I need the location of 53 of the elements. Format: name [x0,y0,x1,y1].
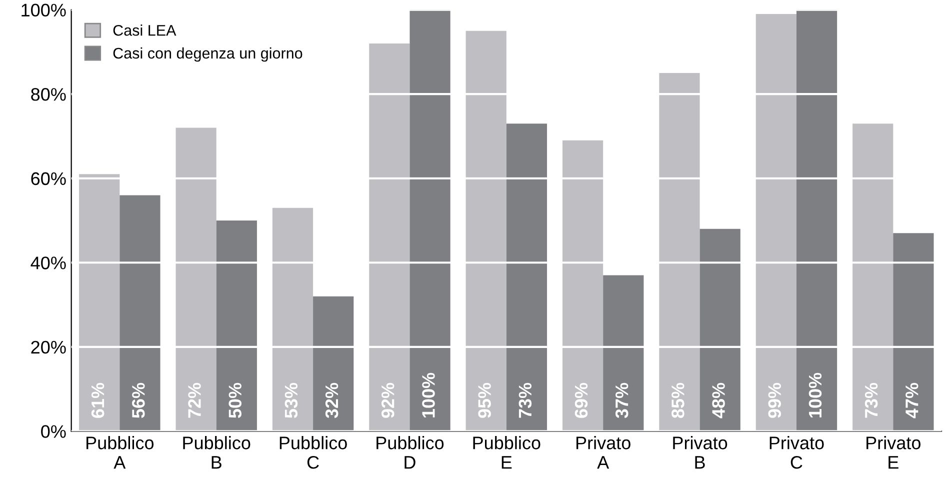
data-label: 50% [228,382,242,418]
bar [796,10,838,432]
bar [893,233,934,432]
x-tick-label: Privato A [576,436,630,469]
bar [466,30,506,432]
data-label: 56% [132,382,145,418]
data-label: 69% [574,382,588,418]
x-tick-label: Pubblico D [376,436,444,469]
data-label: 53% [284,382,298,418]
x-tick-label: Pubblico B [183,436,250,469]
bar [506,124,548,432]
data-label: 61% [91,382,104,418]
data-label: 48% [712,382,725,418]
y-tick-label: 0% [41,425,66,438]
data-label: 99% [768,382,782,418]
data-label: 73% [518,382,532,418]
bar [410,10,450,432]
data-label: 95% [478,382,491,418]
bar [756,14,796,432]
x-tick-label: Pubblico A [86,436,154,469]
bar [700,228,740,432]
bar [369,44,410,432]
x-tick-label: Pubblico E [473,436,540,469]
y-tick-label: 100% [22,4,66,17]
bar [852,124,894,432]
data-label: 92% [381,382,394,418]
data-label: 37% [615,382,628,418]
bar [562,140,604,432]
bar [176,128,216,432]
legend-label: Casi LEA [113,24,176,36]
x-tick-label: Privato E [866,436,920,469]
bar [603,275,644,432]
bar [216,220,257,432]
data-label: 32% [325,382,338,418]
bar [79,174,120,432]
y-tick-label: 60% [31,172,66,186]
data-label: 73% [864,382,878,418]
bar [313,296,354,432]
y-tick-label: 20% [31,340,66,354]
bar [659,73,700,432]
x-tick-label: Pubblico C [280,436,347,469]
x-tick-label: Privato B [673,436,728,469]
y-tick-label: 40% [30,256,66,270]
x-tick-label: Privato C [770,436,824,469]
data-label: 47% [906,382,918,418]
data-label: 72% [188,382,201,418]
bar [120,195,160,432]
bar [272,208,314,432]
data-label: 100% [422,372,435,418]
data-label: 85% [672,382,684,418]
data-label: 100% [808,372,822,418]
legend-label: Casi con degenza un giorno [113,47,302,62]
y-tick-label: 80% [31,88,66,101]
